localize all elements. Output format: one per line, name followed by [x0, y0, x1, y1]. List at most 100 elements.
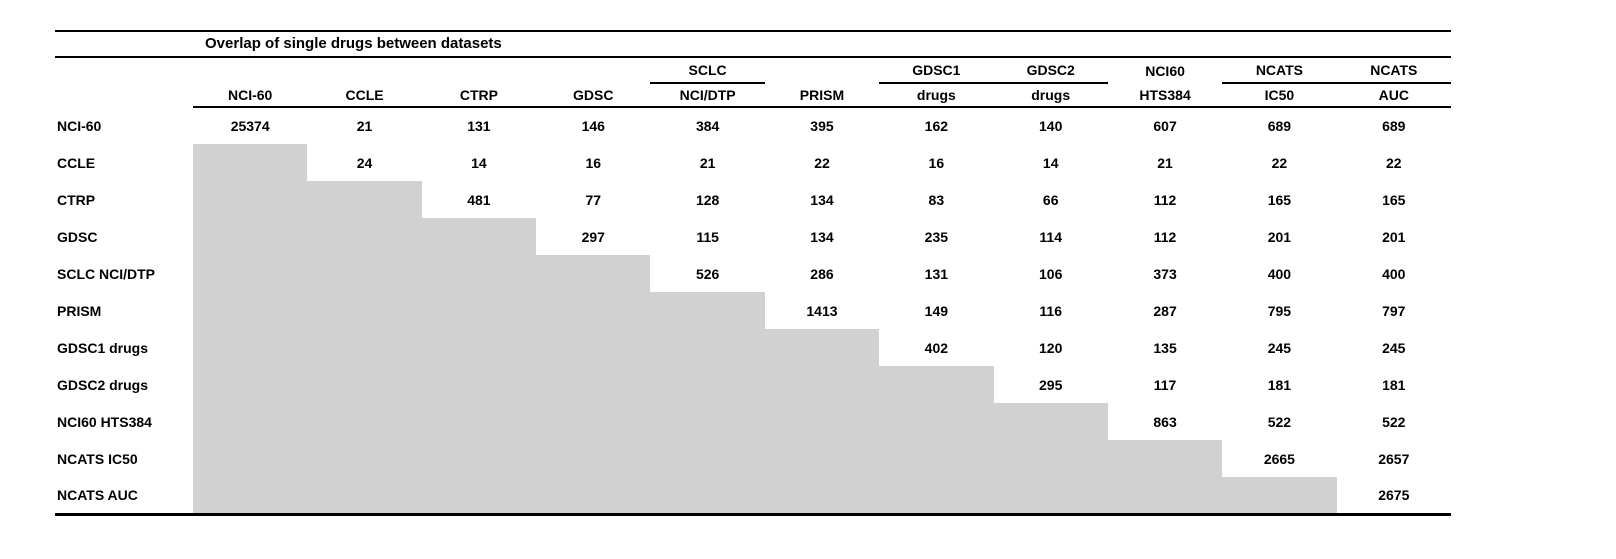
value-cell: 181	[1382, 376, 1406, 393]
overlap-table: SCLC GDSC1 GDSC2 NCI60 NCATS NCATS NCI-60 CCLE…	[55, 58, 1451, 516]
row-label: PRISM	[57, 302, 102, 319]
column-header-ic50: IC50	[1222, 83, 1337, 108]
value-cell: 22	[814, 154, 830, 171]
column-group-blank	[765, 58, 879, 83]
masked-cell	[536, 255, 651, 292]
value-cell: 16	[928, 154, 945, 171]
masked-cell	[764, 366, 880, 403]
masked-cell	[993, 440, 1108, 477]
value-cell: 522	[1267, 413, 1292, 430]
masked-cell	[421, 403, 537, 440]
value-cell: 14	[471, 154, 487, 171]
column-header-drugs: drugs	[993, 83, 1108, 108]
table-row: NCATS IC50 2665 2657	[55, 440, 1451, 477]
masked-cell	[536, 403, 651, 440]
row-label: CCLE	[57, 154, 96, 171]
column-group-label-nci60: NCI60	[1145, 62, 1185, 79]
masked-cell	[421, 218, 537, 255]
value-cell: 22	[1271, 154, 1288, 171]
masked-cell	[421, 477, 537, 516]
value-cell: 162	[924, 118, 949, 134]
masked-cell	[307, 366, 422, 403]
masked-cell	[536, 292, 651, 329]
row-label: GDSC2 drugs	[57, 376, 149, 393]
masked-cell	[764, 440, 880, 477]
value-cell: 66	[1042, 191, 1059, 208]
masked-cell	[193, 218, 308, 255]
value-cell: 689	[1382, 118, 1406, 134]
masked-cell	[307, 477, 422, 516]
value-cell: 607	[1153, 118, 1177, 134]
value-cell: 128	[695, 191, 720, 208]
column-header-prism: PRISM	[764, 83, 880, 108]
value-cell: 402	[924, 339, 949, 356]
masked-cell	[650, 366, 765, 403]
table-row: CCLE 24 14 16 21 22 16 14 21 22 22	[55, 144, 1451, 181]
row-label: NCI60 HTS384	[57, 413, 152, 430]
masked-cell	[193, 440, 308, 477]
masked-cell	[193, 181, 308, 218]
masked-cell	[1222, 477, 1337, 516]
masked-cell	[650, 477, 765, 516]
value-cell: 373	[1153, 265, 1177, 282]
value-cell: 77	[585, 191, 602, 208]
table-row: CTRP 481 77 128 134 83 66 112 165 165	[55, 181, 1451, 218]
table-title: Overlap of single drugs between datasets	[55, 30, 1451, 58]
masked-cell	[993, 403, 1108, 440]
masked-cell	[193, 403, 308, 440]
masked-cell	[650, 440, 765, 477]
masked-cell	[193, 255, 308, 292]
masked-cell	[764, 403, 880, 440]
value-cell: 21	[1157, 154, 1173, 171]
masked-cell	[764, 477, 880, 516]
value-cell: 797	[1382, 302, 1406, 319]
masked-cell	[421, 255, 537, 292]
masked-cell	[650, 329, 765, 366]
row-label: GDSC1 drugs	[57, 339, 149, 356]
table-row: NCATS AUC 2675	[55, 477, 1451, 516]
column-group-label-ncats: NCATS	[1222, 58, 1337, 84]
value-cell: 106	[1039, 265, 1063, 282]
value-cell: 134	[810, 228, 834, 245]
column-header-auc: AUC	[1336, 83, 1451, 108]
column-header-gdsc: GDSC	[536, 83, 651, 108]
table-header: SCLC GDSC1 GDSC2 NCI60 NCATS NCATS NCI-60 CCLE…	[55, 58, 1451, 108]
masked-cell	[993, 477, 1108, 516]
masked-cell	[307, 218, 422, 255]
value-cell: 2675	[1336, 477, 1451, 516]
value-cell: 1413	[806, 302, 838, 319]
value-cell: 134	[810, 191, 834, 208]
row-label: NCATS AUC	[55, 477, 193, 516]
value-cell: 286	[810, 265, 834, 282]
masked-cell	[193, 292, 308, 329]
masked-cell	[307, 292, 422, 329]
masked-cell	[421, 440, 537, 477]
column-group-label-sclc: SCLC	[650, 58, 765, 84]
table-row: SCLC NCI/DTP 526 286 131 106 373 400 400	[55, 255, 1451, 292]
value-cell: 114	[1039, 228, 1062, 245]
column-group-label-gdsc1: GDSC1	[879, 58, 994, 84]
value-cell: 24	[356, 154, 373, 171]
masked-cell	[536, 366, 651, 403]
row-label-column-header	[55, 83, 193, 107]
column-group-blank	[536, 58, 650, 83]
masked-cell	[536, 440, 651, 477]
masked-cell	[421, 366, 537, 403]
value-cell: 863	[1153, 413, 1177, 430]
masked-cell	[307, 440, 422, 477]
table-row: NCI60 HTS384 863 522 522	[55, 403, 1451, 440]
value-cell: 181	[1267, 376, 1292, 393]
value-cell: 400	[1267, 265, 1292, 282]
value-cell: 165	[1267, 191, 1292, 208]
masked-cell	[307, 255, 422, 292]
value-cell: 21	[356, 118, 373, 134]
table-row: GDSC1 drugs 402 120 135 245 245	[55, 329, 1451, 366]
value-cell: 795	[1267, 302, 1292, 319]
column-header-ccle: CCLE	[307, 83, 422, 108]
masked-cell	[879, 366, 994, 403]
masked-cell	[307, 329, 422, 366]
masked-cell	[879, 403, 994, 440]
table-row: NCI-60 25374 21 131 146 384 395 162 140 607 689 689	[55, 107, 1451, 144]
value-cell: 526	[695, 265, 720, 282]
row-label: SCLC NCI/DTP	[57, 265, 155, 282]
